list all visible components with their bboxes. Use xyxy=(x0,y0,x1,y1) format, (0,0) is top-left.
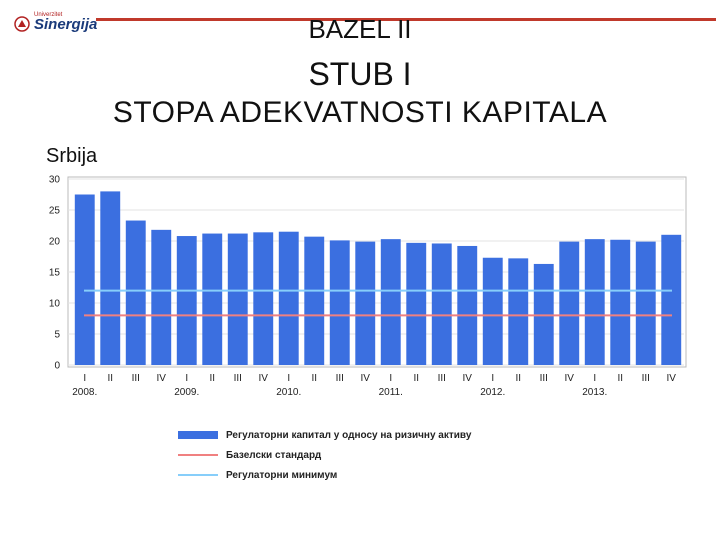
x-tick-label: IV xyxy=(259,373,269,384)
bar xyxy=(584,239,605,365)
x-tick-label: I xyxy=(389,373,392,384)
bar xyxy=(661,234,682,365)
legend-item-capital: Регулаторни капитал у односу на ризичну … xyxy=(178,425,471,445)
x-tick-label: IV xyxy=(361,373,371,384)
x-tick-label: II xyxy=(209,373,215,384)
bar xyxy=(100,191,121,365)
legend-label-minimum: Регулаторни минимум xyxy=(226,469,338,481)
y-tick-label: 25 xyxy=(49,206,61,217)
x-tick-label: IV xyxy=(157,373,167,384)
bar xyxy=(202,233,223,365)
logo-top-text: Univerzitet xyxy=(34,12,63,18)
x-tick-label: IV xyxy=(667,373,677,384)
bar xyxy=(431,243,452,365)
logo-name: Sinergija xyxy=(34,16,98,33)
x-tick-label: II xyxy=(413,373,419,384)
year-label: 2013. xyxy=(582,387,607,398)
x-tick-label: II xyxy=(311,373,317,384)
year-label: 2008. xyxy=(72,387,97,398)
legend-swatch-minimum xyxy=(178,474,218,476)
page-heading: STOPA ADEKVATNOSTI KAPITALA xyxy=(112,96,608,129)
x-tick-label: IV xyxy=(565,373,575,384)
year-label: 2011. xyxy=(379,387,403,398)
bar xyxy=(304,236,325,365)
x-tick-label: III xyxy=(234,373,242,384)
legend-item-minimum: Регулаторни минимум xyxy=(178,465,471,485)
bar xyxy=(635,241,656,365)
bar xyxy=(74,194,95,365)
bar xyxy=(355,241,376,365)
x-tick-label: I xyxy=(83,373,86,384)
bar xyxy=(329,240,350,365)
legend-label-capital: Регулаторни капитал у односу на ризичну … xyxy=(226,429,472,441)
x-tick-label: III xyxy=(132,373,140,384)
legend-swatch-basel xyxy=(178,454,218,456)
legend-swatch-capital xyxy=(178,431,218,439)
bar xyxy=(457,245,478,365)
x-tick-label: III xyxy=(540,373,548,384)
y-tick-label: 30 xyxy=(49,175,61,186)
sinergija-logo-icon xyxy=(14,16,30,32)
x-tick-label: III xyxy=(642,373,650,384)
bar xyxy=(380,239,401,365)
x-tick-label: I xyxy=(491,373,494,384)
bar xyxy=(508,258,529,365)
x-tick-label: II xyxy=(107,373,113,384)
x-tick-label: III xyxy=(336,373,344,384)
x-tick-label: I xyxy=(593,373,596,384)
bar xyxy=(151,229,172,365)
year-label: 2009. xyxy=(174,387,199,398)
bar xyxy=(176,236,197,365)
y-tick-label: 15 xyxy=(49,268,61,279)
bar xyxy=(559,241,580,365)
bar xyxy=(125,220,146,365)
header-divider xyxy=(96,18,716,21)
y-tick-label: 10 xyxy=(49,299,61,310)
country-label: Srbija xyxy=(46,145,98,167)
y-tick-label: 20 xyxy=(49,237,61,248)
year-label: 2012. xyxy=(480,387,505,398)
y-tick-label: 5 xyxy=(54,330,60,341)
x-tick-label: I xyxy=(185,373,188,384)
bar xyxy=(227,233,248,365)
legend-item-basel: Базелски стандард xyxy=(178,445,471,465)
y-tick-label: 0 xyxy=(54,361,60,372)
bar xyxy=(253,232,274,365)
year-label: 2010. xyxy=(276,387,301,398)
page-subtitle: STUB I xyxy=(308,56,412,92)
bar xyxy=(406,242,427,365)
bar xyxy=(482,257,503,365)
chart-legend: Регулаторни капитал у односу на ризичну … xyxy=(178,425,471,485)
bar xyxy=(610,239,631,365)
x-tick-label: IV xyxy=(463,373,473,384)
x-tick-label: II xyxy=(515,373,521,384)
x-tick-label: I xyxy=(287,373,290,384)
legend-label-basel: Базелски стандард xyxy=(226,449,322,461)
bar xyxy=(278,231,299,365)
university-logo: Univerzitet Sinergija xyxy=(8,6,98,33)
x-tick-label: II xyxy=(617,373,623,384)
x-tick-label: III xyxy=(438,373,446,384)
page-title: BAZEL II xyxy=(308,14,412,44)
